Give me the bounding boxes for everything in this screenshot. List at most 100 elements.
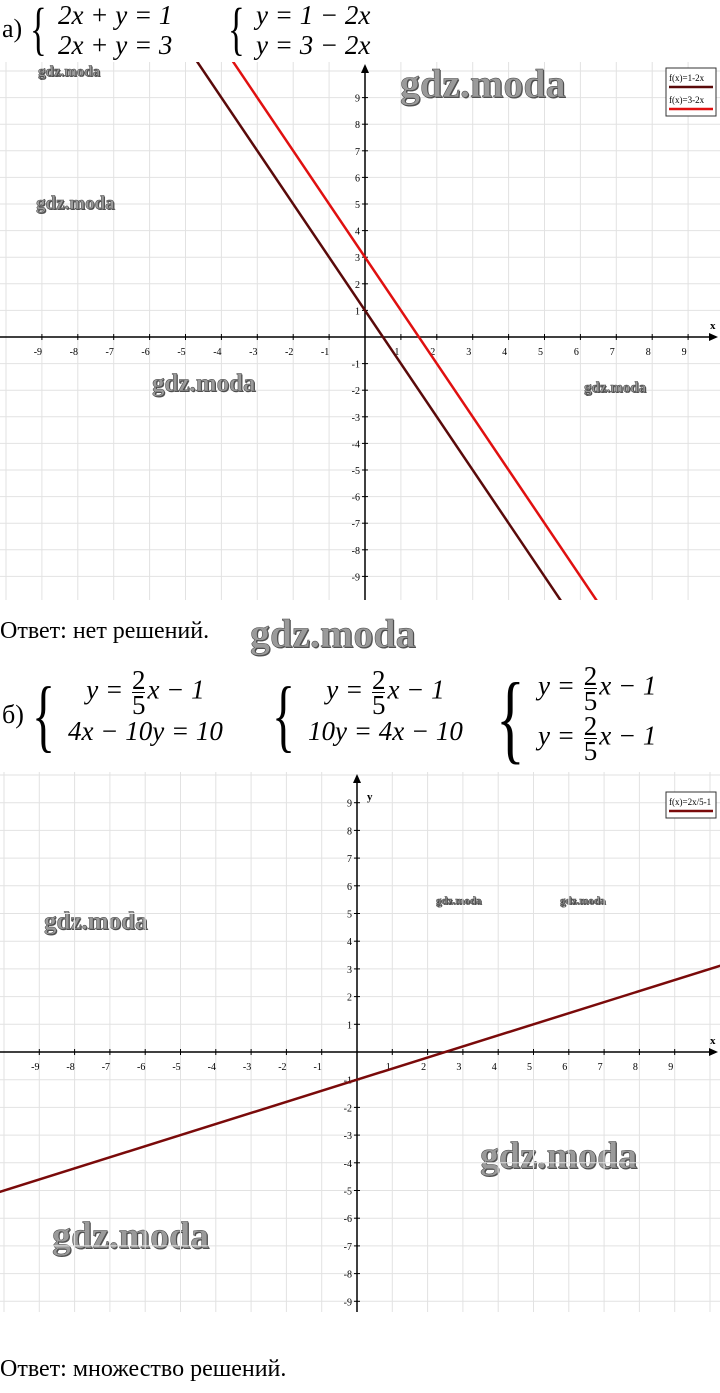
y-tick-label: 9 <box>347 799 352 810</box>
y-tick-label: -3 <box>352 413 360 424</box>
x-tick-label: 4 <box>502 347 507 358</box>
x-tick-label: -1 <box>314 1062 322 1073</box>
eq-rhs: x − 1 <box>387 674 445 705</box>
part-b-label: б) <box>2 700 24 729</box>
numerator: 2 <box>583 661 598 691</box>
denominator: 5 <box>583 736 598 766</box>
watermark: gdz.moda <box>480 1135 638 1177</box>
part-a-system-1: 2x + y = 1 2x + y = 3 <box>58 0 172 60</box>
watermark: gdz.moda <box>52 1215 210 1257</box>
y-tick-label: 7 <box>347 854 352 865</box>
part-a-label: а) <box>2 14 23 43</box>
eq-lhs: y = <box>538 670 575 701</box>
watermark: gdz.moda <box>400 61 566 106</box>
legend-label: f(x)=1-2x <box>669 73 705 83</box>
x-tick-label: 9 <box>682 347 687 358</box>
x-tick-label: -6 <box>141 347 149 358</box>
y-tick-label: -2 <box>344 1103 352 1114</box>
x-axis-label: x <box>710 1035 716 1047</box>
y-tick-label: 3 <box>347 965 352 976</box>
x-tick-label: 4 <box>492 1062 497 1073</box>
x-tick-label: 1 <box>394 347 399 358</box>
y-tick-label: -3 <box>344 1131 352 1142</box>
series-line <box>0 964 720 1194</box>
part-a-system-2: y = 1 − 2x y = 3 − 2x <box>256 0 370 60</box>
series-line <box>231 62 598 600</box>
eq-rhs: x − 1 <box>147 674 205 705</box>
brace-icon: { <box>30 0 47 61</box>
brace-icon: { <box>32 672 56 760</box>
y-tick-label: -8 <box>344 1270 352 1281</box>
y-axis-arrow-icon <box>353 774 361 783</box>
y-tick-label: -9 <box>344 1297 352 1308</box>
y-tick-label: 7 <box>355 147 360 158</box>
equation: 10y = 4x − 10 <box>308 716 463 746</box>
y-tick-label: 8 <box>355 120 360 131</box>
y-tick-label: -1 <box>352 360 360 371</box>
eq-lhs: y = <box>86 674 124 705</box>
watermark: gdz.moda <box>436 895 482 908</box>
eq-lhs: y = <box>538 720 575 751</box>
y-tick-label: -7 <box>344 1242 352 1253</box>
equation: y = 1 − 2x <box>256 0 371 30</box>
eq-rhs: x − 1 <box>599 670 657 701</box>
y-tick-label: 5 <box>355 200 360 211</box>
legend-box <box>665 791 717 819</box>
x-tick-label: -7 <box>102 1062 110 1073</box>
x-tick-label: 3 <box>456 1062 461 1073</box>
y-tick-label: -2 <box>352 386 360 397</box>
x-tick-label: -9 <box>34 347 42 358</box>
x-tick-label: 5 <box>527 1062 532 1073</box>
x-tick-label: -4 <box>208 1062 216 1073</box>
y-tick-label: -4 <box>352 439 360 450</box>
legend-label: f(x)=3-2x <box>669 95 705 105</box>
x-axis-arrow-icon <box>709 1048 718 1056</box>
graph-b: -9 -8 -7 -6 -5 -4 -3 -2 -1 1 2 3 4 5 6 7 8 9 -9 -8 -7 -6 -5 -4 -… <box>0 772 720 1312</box>
y-axis-arrow-icon <box>361 64 369 73</box>
numerator: 2 <box>131 665 146 695</box>
y-tick-label: 6 <box>347 882 352 893</box>
x-tick-label: -8 <box>70 347 78 358</box>
y-tick-label: -5 <box>352 466 360 477</box>
numerator: 2 <box>371 665 386 695</box>
eq-lhs: y = <box>326 674 364 705</box>
x-tick-label: 8 <box>646 347 651 358</box>
x-tick-label: 5 <box>538 347 543 358</box>
eq-rhs: x − 1 <box>599 720 657 751</box>
x-tick-label: -5 <box>177 347 185 358</box>
y-tick-label: 6 <box>355 173 360 184</box>
x-tick-label: -7 <box>106 347 114 358</box>
x-tick-label: -2 <box>278 1062 286 1073</box>
denominator: 5 <box>371 690 386 720</box>
y-tick-label: 5 <box>347 910 352 921</box>
brace-icon: { <box>272 672 296 760</box>
x-tick-label: 7 <box>610 347 615 358</box>
x-tick-label: -3 <box>249 347 257 358</box>
y-tick-label: -1 <box>344 1076 352 1087</box>
y-tick-label: 9 <box>355 94 360 105</box>
x-tick-label: -3 <box>243 1062 251 1073</box>
watermark: gdz.moda <box>584 380 647 396</box>
y-tick-label: 8 <box>347 826 352 837</box>
y-tick-label: -6 <box>344 1214 352 1225</box>
x-tick-label: 6 <box>574 347 579 358</box>
denominator: 5 <box>131 690 146 720</box>
y-tick-label: 1 <box>355 306 360 317</box>
x-tick-label: 1 <box>386 1062 391 1073</box>
part-b-answer: Ответ: множество решений. <box>0 1356 287 1382</box>
equation: 4x − 10y = 10 <box>68 716 223 746</box>
x-tick-label: 7 <box>598 1062 603 1073</box>
watermark: gdz.moda <box>250 611 416 656</box>
y-tick-label: 3 <box>355 253 360 264</box>
equation: 2x + y = 3 <box>58 30 173 60</box>
y-tick-label: 4 <box>347 937 352 948</box>
x-tick-label: -4 <box>213 347 221 358</box>
equation: 2x + y = 1 <box>58 0 173 30</box>
watermark: gdz.moda <box>560 895 606 908</box>
x-tick-label: 9 <box>668 1062 673 1073</box>
y-tick-label: -8 <box>352 546 360 557</box>
